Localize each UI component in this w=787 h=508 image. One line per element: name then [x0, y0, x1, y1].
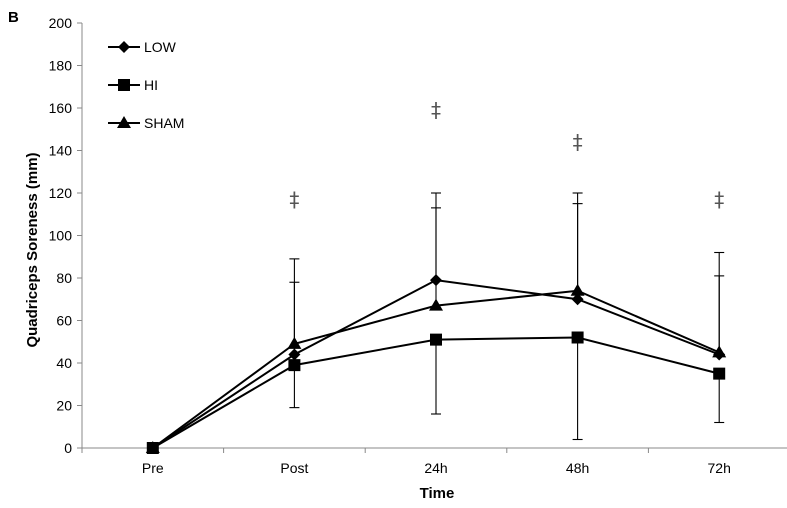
y-tick-label: 40: [56, 355, 72, 371]
y-tick-label: 60: [56, 313, 72, 329]
data-point-sham: [145, 441, 160, 453]
data-point-hi: [571, 331, 584, 344]
error-bars: [289, 192, 725, 441]
x-axis-title: Time: [420, 485, 455, 502]
data-point-low: [288, 348, 301, 361]
y-tick-label: 160: [49, 100, 73, 116]
legend-marker-sham: [117, 116, 131, 128]
axes: 0 20 40 60 80 100 120 140 160 180 200 Pre Post 24h 48h…: [49, 15, 787, 476]
x-tick-label-72h: 72h: [708, 460, 731, 476]
x-tick-label-post: Post: [280, 460, 308, 476]
data-point-sham: [712, 345, 727, 358]
data-point-sham: [287, 336, 302, 349]
x-tick-label-24h: 24h: [424, 460, 447, 476]
legend-label-low: LOW: [144, 39, 177, 55]
y-tick-label: 180: [49, 58, 73, 74]
y-tick-label: 120: [49, 185, 73, 201]
legend-marker-low: [118, 41, 130, 53]
data-point-sham: [570, 283, 585, 296]
legend-label-sham: SHAM: [144, 115, 184, 131]
data-point-hi: [288, 359, 301, 372]
y-tick-label: 0: [64, 440, 72, 456]
data-point-hi: [713, 367, 726, 380]
x-tick-label-pre: Pre: [142, 460, 164, 476]
y-tick-label: 140: [49, 143, 73, 159]
significance-annotations: ‡ ‡ ‡ ‡: [289, 98, 724, 211]
data-point-low: [571, 293, 584, 306]
y-tick-label: 80: [56, 270, 72, 286]
legend-marker-hi: [118, 79, 130, 91]
significance-mark-24h: ‡: [431, 98, 441, 122]
data-point-low: [430, 274, 442, 287]
y-tick-label: 200: [49, 15, 73, 31]
series-markers: [145, 274, 727, 454]
y-tick-label: 100: [49, 228, 73, 244]
data-point-sham: [429, 298, 443, 311]
significance-mark-post: ‡: [289, 187, 299, 211]
legend-label-hi: HI: [144, 77, 158, 93]
y-tick-label: 20: [56, 398, 72, 414]
significance-mark-72h: ‡: [714, 187, 724, 211]
significance-mark-48h: ‡: [573, 130, 583, 154]
y-axis-title: Quadriceps Soreness (mm): [24, 152, 41, 347]
panel-label: B: [8, 9, 19, 26]
x-tick-label-48h: 48h: [566, 460, 589, 476]
legend: LOW HI SHAM: [108, 39, 184, 131]
data-point-hi: [430, 333, 442, 346]
